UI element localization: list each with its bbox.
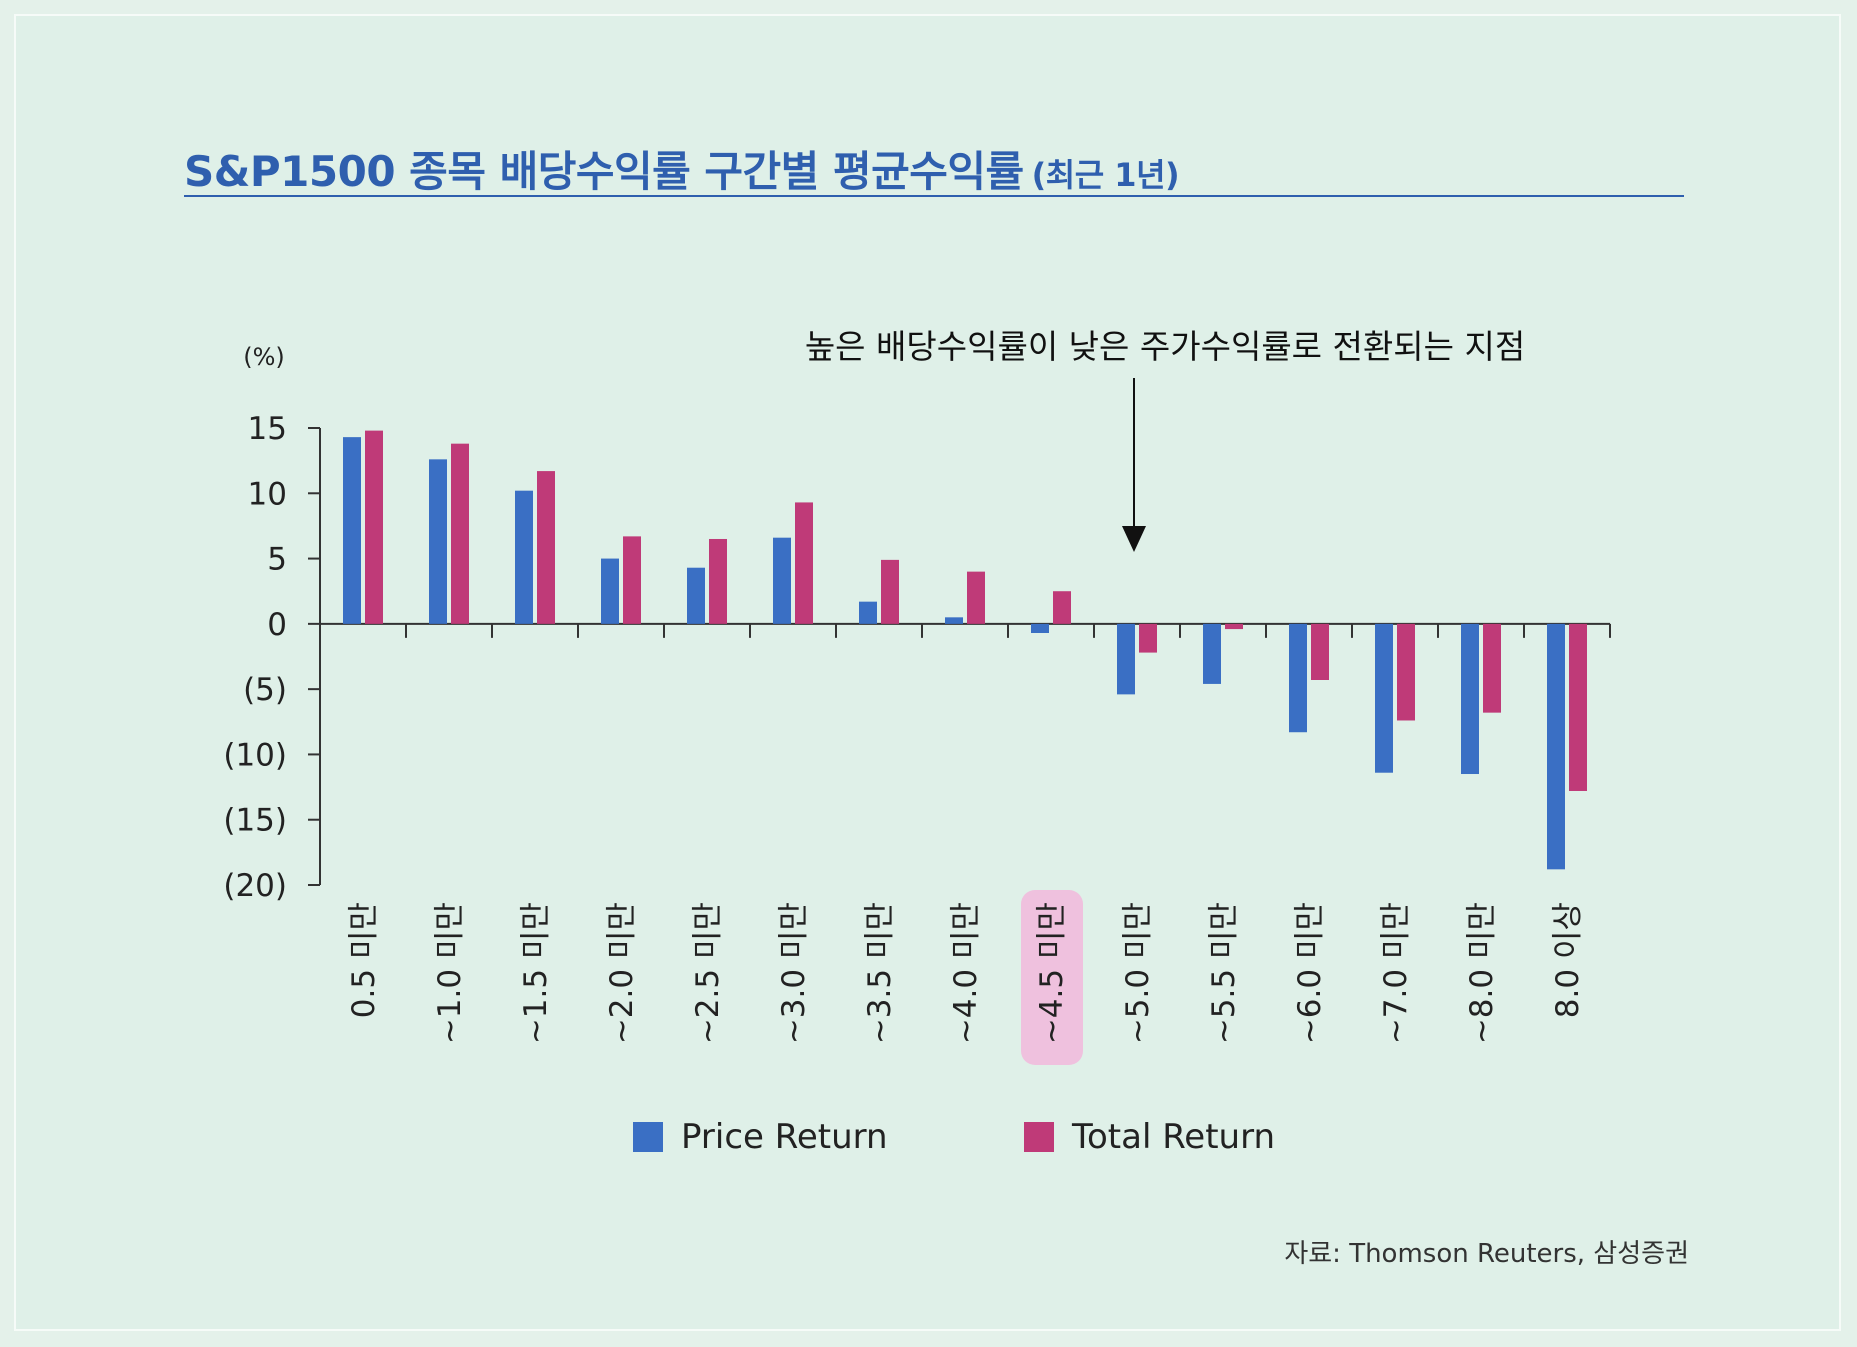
x-category-label: ~6.0 미만 xyxy=(1292,902,1328,1044)
price-return-bar xyxy=(773,537,791,624)
total-return-bar xyxy=(537,471,555,624)
total-return-bar xyxy=(1397,623,1415,721)
y-tick-label: (10) xyxy=(223,737,287,773)
price-return-bar xyxy=(1547,623,1565,870)
y-tick-label: 0 xyxy=(267,607,287,643)
price-return-bar xyxy=(1117,623,1135,695)
total-return-bar xyxy=(623,536,641,624)
title-underline xyxy=(184,195,1684,197)
price-return-bar xyxy=(601,558,619,624)
x-category-label: 8.0 이상 xyxy=(1550,902,1586,1018)
y-tick-label: (15) xyxy=(223,803,287,839)
total-return-bar xyxy=(1053,591,1071,624)
x-category-label: ~4.0 미만 xyxy=(948,902,984,1044)
price-return-bar xyxy=(515,490,533,624)
price-return-bar xyxy=(1461,623,1479,775)
legend-label-total: Total Return xyxy=(1071,1117,1275,1157)
y-tick-label: 10 xyxy=(248,476,287,512)
total-return-bar xyxy=(709,538,727,624)
price-return-bar xyxy=(1203,623,1221,684)
total-return-bar xyxy=(795,502,813,624)
legend-label-price: Price Return xyxy=(681,1117,888,1157)
x-category-label: ~4.5 미만 xyxy=(1034,902,1070,1044)
y-axis-label: (%) xyxy=(243,343,285,371)
x-category-label: ~2.0 미만 xyxy=(604,902,640,1044)
total-return-bar xyxy=(967,571,985,624)
y-tick-label: (20) xyxy=(223,868,287,904)
price-return-bar xyxy=(859,601,877,624)
price-return-bar xyxy=(687,567,705,624)
total-return-bar xyxy=(1569,623,1587,791)
x-category-label: ~8.0 미만 xyxy=(1464,902,1500,1044)
chart-title-main: S&P1500 종목 배당수익률 구간별 평균수익률 xyxy=(184,147,1024,196)
y-tick-label: (5) xyxy=(243,672,287,708)
annotation-arrow-icon xyxy=(1122,526,1146,552)
price-return-bar xyxy=(429,459,447,624)
annotation-text: 높은 배당수익률이 낮은 주가수익률로 전환되는 지점 xyxy=(805,327,1525,366)
price-return-bar xyxy=(1031,623,1049,633)
price-return-bar xyxy=(1375,623,1393,773)
total-return-bar xyxy=(1139,623,1157,653)
total-return-bar xyxy=(881,559,899,624)
price-return-bar xyxy=(945,617,963,624)
y-tick-label: 5 xyxy=(267,542,287,578)
price-return-bar xyxy=(1289,623,1307,733)
x-category-label: 0.5 미만 xyxy=(346,902,382,1018)
x-category-label: ~1.5 미만 xyxy=(518,902,554,1044)
x-category-label: ~3.5 미만 xyxy=(862,902,898,1044)
x-category-label: ~2.5 미만 xyxy=(690,902,726,1044)
page-frame xyxy=(14,14,1841,1331)
total-return-bar xyxy=(1483,623,1501,713)
highlight-marker xyxy=(1021,890,1083,1065)
x-category-label: ~5.5 미만 xyxy=(1206,902,1242,1044)
chart-title-sub: (최근 1년) xyxy=(1031,156,1180,194)
price-return-bar xyxy=(343,437,361,624)
x-category-label: ~5.0 미만 xyxy=(1120,902,1156,1044)
legend-swatch-price xyxy=(633,1122,663,1152)
x-category-label: ~7.0 미만 xyxy=(1378,902,1414,1044)
total-return-bar xyxy=(451,443,469,624)
total-return-bar xyxy=(1311,623,1329,681)
x-category-label: ~3.0 미만 xyxy=(776,902,812,1044)
total-return-bar xyxy=(365,430,383,624)
chart-title: S&P1500 종목 배당수익률 구간별 평균수익률 (최근 1년) xyxy=(184,138,1180,199)
x-category-label: ~1.0 미만 xyxy=(432,902,468,1044)
total-return-bar xyxy=(1225,623,1243,630)
source-note: 자료: Thomson Reuters, 삼성증권 xyxy=(1284,1239,1689,1269)
y-tick-label: 15 xyxy=(248,411,287,447)
legend-swatch-total xyxy=(1024,1122,1054,1152)
